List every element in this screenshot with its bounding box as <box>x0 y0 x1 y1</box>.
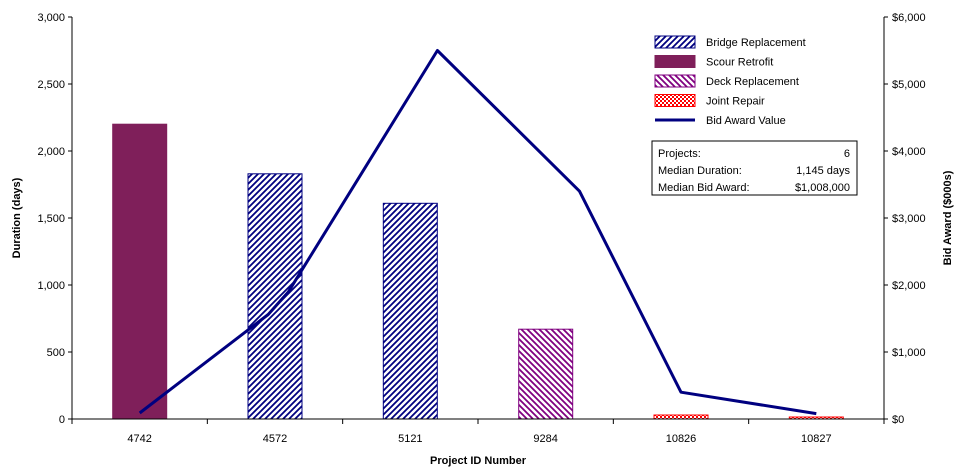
bar-10826 <box>653 414 709 420</box>
left-tick-label: 1,500 <box>37 213 65 225</box>
x-tick-label: 10827 <box>801 433 832 445</box>
stats-value: 1,145 days <box>796 165 850 177</box>
x-axis-title: Project ID Number <box>430 455 527 467</box>
right-tick-label: $1,000 <box>892 347 926 359</box>
line-layer <box>138 49 817 416</box>
stats-label: Projects: <box>658 148 701 160</box>
bar-4742 <box>112 123 168 420</box>
right-ticks: $0 $1,000 $2,000 $3,000 $4,000 $5,000 $6,000 <box>884 12 926 426</box>
x-tick-label: 4572 <box>263 433 287 445</box>
legend-label: Bid Award Value <box>706 115 786 127</box>
legend-label: Deck Replacement <box>706 76 799 88</box>
legend-label: Joint Repair <box>706 96 765 108</box>
left-tick-label: 500 <box>47 347 65 359</box>
bars-layer <box>112 123 844 420</box>
bar-9284 <box>518 328 574 420</box>
bid-award-line <box>138 49 817 416</box>
left-tick-label: 0 <box>59 414 65 426</box>
stats-box-border <box>651 140 858 196</box>
right-tick-label: $5,000 <box>892 79 926 91</box>
right-tick-label: $0 <box>892 414 904 426</box>
stats-value: 6 <box>844 148 850 160</box>
legend-swatch-joint <box>654 94 696 107</box>
right-tick-label: $2,000 <box>892 280 926 292</box>
legend-label: Scour Retrofit <box>706 57 773 69</box>
left-tick-label: 2,500 <box>37 79 65 91</box>
stats-value: $1,008,000 <box>795 182 850 194</box>
x-tick-label: 9284 <box>533 433 557 445</box>
legend-swatch-bridge <box>654 35 696 49</box>
right-tick-label: $4,000 <box>892 146 926 158</box>
right-tick-label: $6,000 <box>892 12 926 24</box>
y2-axis-title: Bid Award ($000s) <box>942 170 954 265</box>
left-tick-label: 1,000 <box>37 280 65 292</box>
left-ticks: 0 500 1,000 1,500 2,000 2,500 3,000 <box>37 12 72 426</box>
stats-label: Median Bid Award: <box>658 182 750 194</box>
x-tick-label: 10826 <box>666 433 697 445</box>
x-tick-label: 4742 <box>127 433 151 445</box>
bar-4572 <box>247 173 303 420</box>
left-tick-label: 2,000 <box>37 146 65 158</box>
x-tick-label: 5121 <box>398 433 422 445</box>
x-ticks: 4742 4572 5121 9284 10826 10827 <box>71 419 885 445</box>
legend-label: Bridge Replacement <box>706 37 806 49</box>
stats-box: Projects: 6 Median Duration: 1,145 days Medi… <box>651 140 858 196</box>
left-tick-label: 3,000 <box>37 12 65 24</box>
legend-swatch-scour <box>654 55 696 68</box>
legend: Bridge Replacement Scour Retrofit Deck Rep… <box>654 35 806 127</box>
bar-5121 <box>382 202 438 420</box>
stats-label: Median Duration: <box>658 165 742 177</box>
right-tick-label: $3,000 <box>892 213 926 225</box>
y-axis-title: Duration (days) <box>11 177 23 258</box>
legend-swatch-deck <box>654 74 696 88</box>
